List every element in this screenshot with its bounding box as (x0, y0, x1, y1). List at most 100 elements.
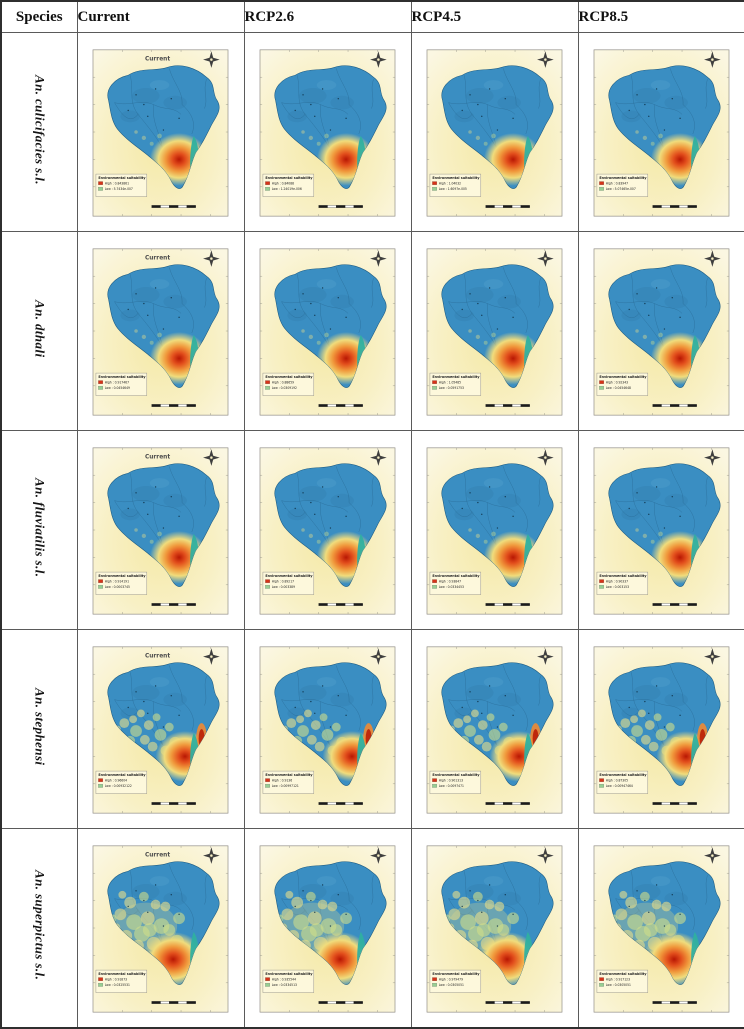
legend-high-swatch (265, 380, 270, 383)
distribution-map: Environmental suitability High : 0.93847… (412, 431, 578, 629)
map-canvas: Environmental suitability High : 1.05485… (421, 241, 568, 422)
legend-low-swatch (432, 585, 437, 588)
scale-bar (319, 404, 363, 406)
legend-low-swatch (265, 784, 270, 787)
legend-low-value: Low : 0.0305051 (439, 983, 464, 987)
scale-bar (652, 802, 696, 804)
legend-high-swatch (98, 181, 103, 184)
legend-title: Environmental suitability (432, 573, 480, 577)
legend-low-value: Low : 0.0325531 (105, 983, 130, 987)
legend-low-swatch (599, 585, 604, 588)
legend-low-swatch (98, 983, 103, 986)
scale-bar (652, 205, 696, 207)
distribution-map: Environmental suitability High : 0.87305… (579, 630, 744, 828)
distribution-map: Environmental suitability High : 0.90337… (579, 431, 744, 629)
scale-bar (152, 802, 196, 804)
map-legend: Environmental suitability High : 1.05485… (430, 373, 481, 396)
distribution-map: Environmental suitability High : 0.89217… (245, 431, 411, 629)
map-legend: Environmental suitability High : 0.88659… (263, 373, 314, 396)
map-legend: Environmental suitability High : 0.89217… (263, 572, 314, 595)
legend-title: Environmental suitability (265, 772, 313, 776)
legend-title: Environmental suitability (599, 573, 647, 577)
map-cell: Environmental suitability High : 0.87305… (578, 630, 744, 829)
distribution-map: Current Environmental suitability High :… (78, 232, 244, 430)
map-legend: Environmental suitability High : 0.90337… (597, 572, 648, 595)
legend-title: Environmental suitability (599, 772, 647, 776)
legend-high-value: High : 0.843861 (105, 181, 129, 185)
legend-low-value: Low : 0.003389 (272, 585, 295, 589)
map-canvas: Environmental suitability High : 0.87305… (588, 639, 735, 820)
map-canvas: Environmental suitability High : 0.93554… (254, 838, 401, 1019)
legend-high-swatch (432, 977, 437, 980)
distribution-map: Current Environmental suitability High :… (78, 33, 244, 231)
legend-title: Environmental suitability (432, 374, 480, 378)
row-superpictus: An. superpictus s.l. Current Environment… (1, 829, 744, 1029)
header-rcp85: RCP8.5 (578, 1, 744, 33)
species-label: An. stephensi (1, 630, 77, 829)
map-cell: Current Environmental suitability High :… (77, 431, 244, 630)
legend-high-value: High : 0.87305 (605, 778, 627, 782)
legend-high-swatch (265, 579, 270, 582)
map-canvas: Environmental suitability High : 0.92343… (588, 241, 735, 422)
legend-high-value: High : 0.83947 (605, 181, 627, 185)
legend-low-swatch (98, 585, 103, 588)
legend-high-swatch (599, 181, 604, 184)
legend-low-swatch (98, 187, 103, 190)
legend-title: Environmental suitability (432, 772, 480, 776)
map-legend: Environmental suitability High : 0.91419… (96, 572, 147, 595)
map-canvas: Environmental suitability High : 1.04032… (421, 42, 568, 223)
species-label: An. superpictus s.l. (1, 829, 77, 1029)
scale-bar (486, 802, 530, 804)
map-cell: Current Environmental suitability High :… (77, 829, 244, 1029)
legend-low-swatch (98, 386, 103, 389)
legend-low-value: Low : 5.07465e-007 (605, 187, 635, 191)
legend-high-swatch (98, 380, 103, 383)
map-cell: Environmental suitability High : 0.90131… (411, 630, 578, 829)
legend-title: Environmental suitability (98, 772, 146, 776)
legend-low-swatch (265, 983, 270, 986)
map-cell: Environmental suitability High : 0.92343… (578, 232, 744, 431)
legend-low-value: Low : 0.0003745 (105, 585, 130, 589)
scale-bar (652, 404, 696, 406)
header-rcp26: RCP2.6 (244, 1, 411, 33)
legend-high-value: High : 0.917467 (105, 380, 129, 384)
map-legend: Environmental suitability High : 0.84386… (96, 174, 147, 197)
map-legend: Environmental suitability High : 0.91712… (597, 970, 648, 993)
legend-title: Environmental suitability (599, 175, 647, 179)
legend-low-value: Low : 0.0097471 (439, 784, 464, 788)
header-rcp45: RCP4.5 (411, 1, 578, 33)
scale-bar (486, 404, 530, 406)
distribution-map: Environmental suitability High : 0.90131… (412, 630, 578, 828)
legend-title: Environmental suitability (432, 175, 480, 179)
legend-high-swatch (265, 778, 270, 781)
map-title: Current (145, 653, 170, 659)
legend-high-swatch (599, 977, 604, 980)
legend-title: Environmental suitability (98, 175, 146, 179)
legend-low-swatch (432, 983, 437, 986)
map-title: Current (145, 255, 170, 261)
map-legend: Environmental suitability High : 0.83947… (597, 174, 648, 197)
map-cell: Environmental suitability High : 0.90337… (578, 431, 744, 630)
distribution-map: Environmental suitability High : 0.91712… (579, 829, 744, 1027)
distribution-map: Environmental suitability High : 0.88659… (245, 232, 411, 430)
legend-high-swatch (98, 579, 103, 582)
legend-high-swatch (432, 181, 437, 184)
map-cell: Current Environmental suitability High :… (77, 232, 244, 431)
legend-high-value: High : 0.88659 (272, 380, 294, 384)
legend-low-value: Low : 0.0309192 (272, 386, 297, 390)
distribution-map: Current Environmental suitability High :… (78, 829, 244, 1027)
map-legend: Environmental suitability High : 0.92343… (597, 373, 648, 396)
legend-low-value: Low : 5.7434e-007 (105, 187, 133, 191)
scale-bar (152, 205, 196, 207)
legend-title: Environmental suitability (599, 971, 647, 975)
map-canvas: Current Environmental suitability High :… (87, 241, 234, 422)
species-label: An. dthali (1, 232, 77, 431)
legend-high-value: High : 0.9136 (272, 778, 292, 782)
legend-high-swatch (599, 778, 604, 781)
legend-high-value: High : 0.93847 (439, 579, 461, 583)
legend-title: Environmental suitability (98, 374, 146, 378)
legend-title: Environmental suitability (265, 971, 313, 975)
distribution-map: Environmental suitability High : 0.92343… (579, 232, 744, 430)
legend-high-swatch (432, 778, 437, 781)
map-legend: Environmental suitability High : 0.97947… (430, 970, 481, 993)
